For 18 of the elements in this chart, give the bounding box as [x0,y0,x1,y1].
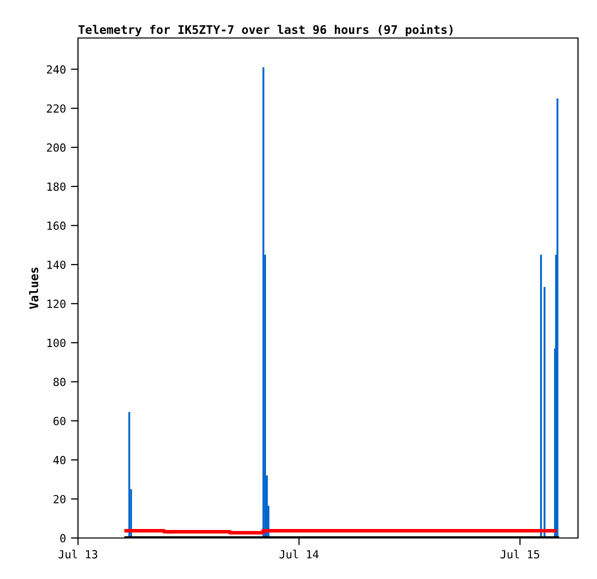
x-tick-label: Jul 13 [58,550,98,558]
x-tick-label: Jul 15 [500,550,540,558]
y-tick-label: 140 [47,260,66,269]
x-tick-label: Jul 14 [280,550,319,558]
y-axis-title: Values [29,268,38,309]
y-tick-label: 120 [47,300,66,308]
y-tick-label: 200 [46,143,66,152]
y-tick-label: 180 [47,182,66,191]
y-tick-label: 220 [46,104,66,113]
y-tick-label: 160 [47,222,66,230]
chart-title: Telemetry for IK5ZTY-7 over last 96 hours (97 points) [78,24,452,36]
y-tick-label: 60 [54,416,66,426]
y-tick-label: 20 [54,494,66,504]
y-tick-label: 240 [46,65,66,74]
y-tick-label: 80 [54,378,66,386]
y-tick-label: 100 [47,338,66,348]
y-tick-label: 40 [53,456,66,464]
y-tick-label: 0 [60,534,66,542]
